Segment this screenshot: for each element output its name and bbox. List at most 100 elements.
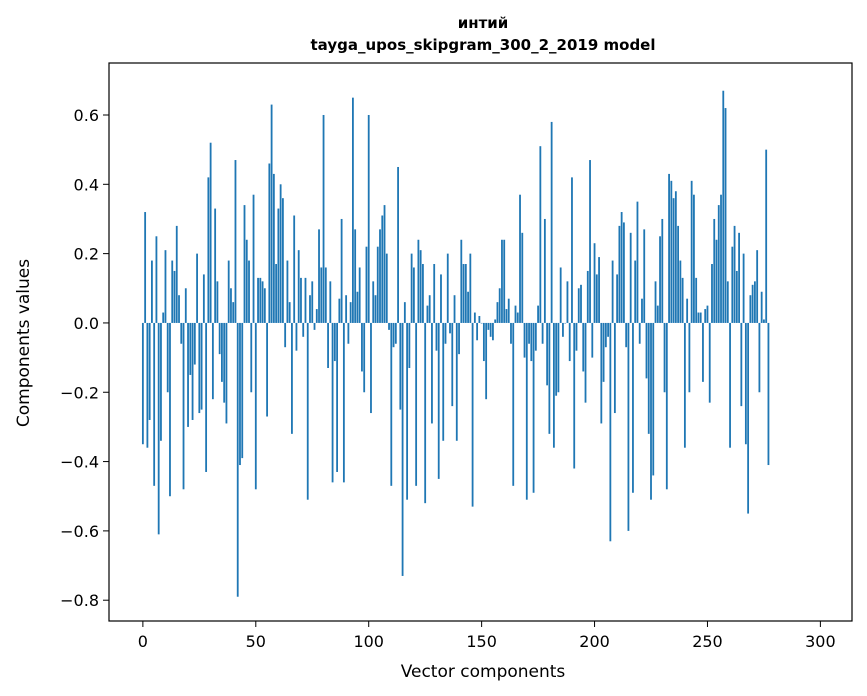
- bar-266: [742, 253, 745, 323]
- bar-273: [758, 322, 761, 393]
- bar-84: [331, 322, 334, 483]
- bar-50: [254, 322, 257, 490]
- y-axis-ticks: −0.8 −0.6 −0.4 −0.2 0.0 0.2 0.4 0.6: [60, 106, 109, 610]
- bar-72: [304, 277, 307, 323]
- bar-262: [733, 225, 736, 323]
- bar-60: [277, 208, 280, 323]
- bar-235: [672, 198, 675, 323]
- bar-181: [550, 121, 553, 323]
- bar-7: [157, 322, 160, 535]
- bar-125: [424, 322, 427, 504]
- bar-192: [575, 322, 578, 351]
- bar-149: [478, 316, 481, 323]
- bar-48: [250, 322, 253, 393]
- bar-224: [647, 322, 650, 434]
- bar-122: [417, 239, 420, 323]
- bar-177: [541, 322, 544, 344]
- bar-268: [747, 322, 750, 514]
- bar-136: [449, 322, 451, 334]
- bar-241: [686, 298, 689, 323]
- bar-71: [302, 322, 305, 337]
- bar-80: [322, 114, 325, 323]
- x-tick-label: 200: [579, 632, 610, 651]
- bar-193: [577, 288, 580, 323]
- bar-142: [462, 264, 465, 323]
- bar-108: [385, 253, 388, 323]
- bar-173: [532, 322, 535, 493]
- bar-205: [604, 322, 607, 348]
- bar-223: [645, 322, 648, 379]
- bar-74: [309, 295, 311, 323]
- bar-6: [155, 236, 158, 323]
- bar-36: [223, 322, 226, 403]
- bar-106: [381, 215, 384, 323]
- y-tick-label: 0.0: [74, 314, 99, 333]
- bar-203: [600, 322, 603, 424]
- bar-96: [358, 267, 361, 323]
- y-tick-label: −0.6: [60, 522, 99, 541]
- bar-43: [239, 322, 241, 466]
- bar-207: [609, 322, 612, 542]
- bar-215: [627, 322, 630, 531]
- bar-132: [440, 274, 442, 323]
- bar-232: [665, 322, 668, 490]
- bar-14: [173, 270, 176, 323]
- bar-3: [148, 322, 151, 420]
- x-tick-label: 0: [138, 632, 148, 651]
- bar-119: [410, 253, 413, 323]
- bar-190: [571, 177, 573, 323]
- bar-67: [293, 215, 296, 323]
- bar-42: [236, 322, 239, 597]
- bar-250: [706, 305, 709, 323]
- bar-13: [171, 260, 174, 323]
- bar-65: [288, 302, 291, 323]
- bar-251: [708, 322, 711, 403]
- bar-170: [525, 322, 528, 500]
- bar-275: [763, 319, 765, 323]
- bar-126: [426, 305, 429, 323]
- bar-89: [342, 322, 345, 483]
- bar-102: [372, 281, 375, 323]
- bar-271: [753, 281, 756, 323]
- bar-247: [699, 312, 702, 323]
- y-tick-label: −0.4: [60, 453, 99, 472]
- bar-75: [311, 281, 314, 323]
- bar-272: [756, 250, 759, 323]
- bar-5: [153, 322, 156, 486]
- bar-12: [169, 322, 171, 497]
- plot-area-frame: [108, 62, 853, 622]
- bar-252: [711, 264, 713, 323]
- bar-107: [383, 205, 386, 323]
- bar-186: [562, 322, 564, 337]
- bar-161: [505, 309, 508, 323]
- bar-77: [315, 309, 318, 323]
- bar-202: [598, 257, 600, 323]
- bar-246: [697, 312, 700, 323]
- bar-167: [519, 194, 521, 323]
- y-tick-label: −0.2: [60, 383, 99, 402]
- bar-238: [679, 260, 682, 323]
- bar-25: [198, 322, 201, 414]
- bar-91: [347, 322, 350, 344]
- bar-93: [352, 97, 354, 323]
- bar-270: [751, 284, 754, 323]
- bar-255: [717, 205, 720, 323]
- bar-209: [613, 322, 616, 414]
- bar-243: [690, 180, 693, 323]
- bar-79: [320, 267, 323, 323]
- bar-234: [670, 180, 673, 323]
- bar-155: [492, 322, 494, 341]
- bar-82: [327, 322, 329, 368]
- bar-260: [729, 322, 731, 448]
- bar-218: [634, 260, 637, 323]
- bar-274: [760, 291, 763, 323]
- bar-160: [503, 239, 506, 323]
- bar-211: [618, 225, 621, 323]
- bar-103: [374, 295, 377, 323]
- y-tick-label: 0.4: [74, 175, 99, 194]
- bar-153: [487, 322, 490, 330]
- bar-88: [340, 218, 343, 323]
- bar-245: [695, 277, 698, 323]
